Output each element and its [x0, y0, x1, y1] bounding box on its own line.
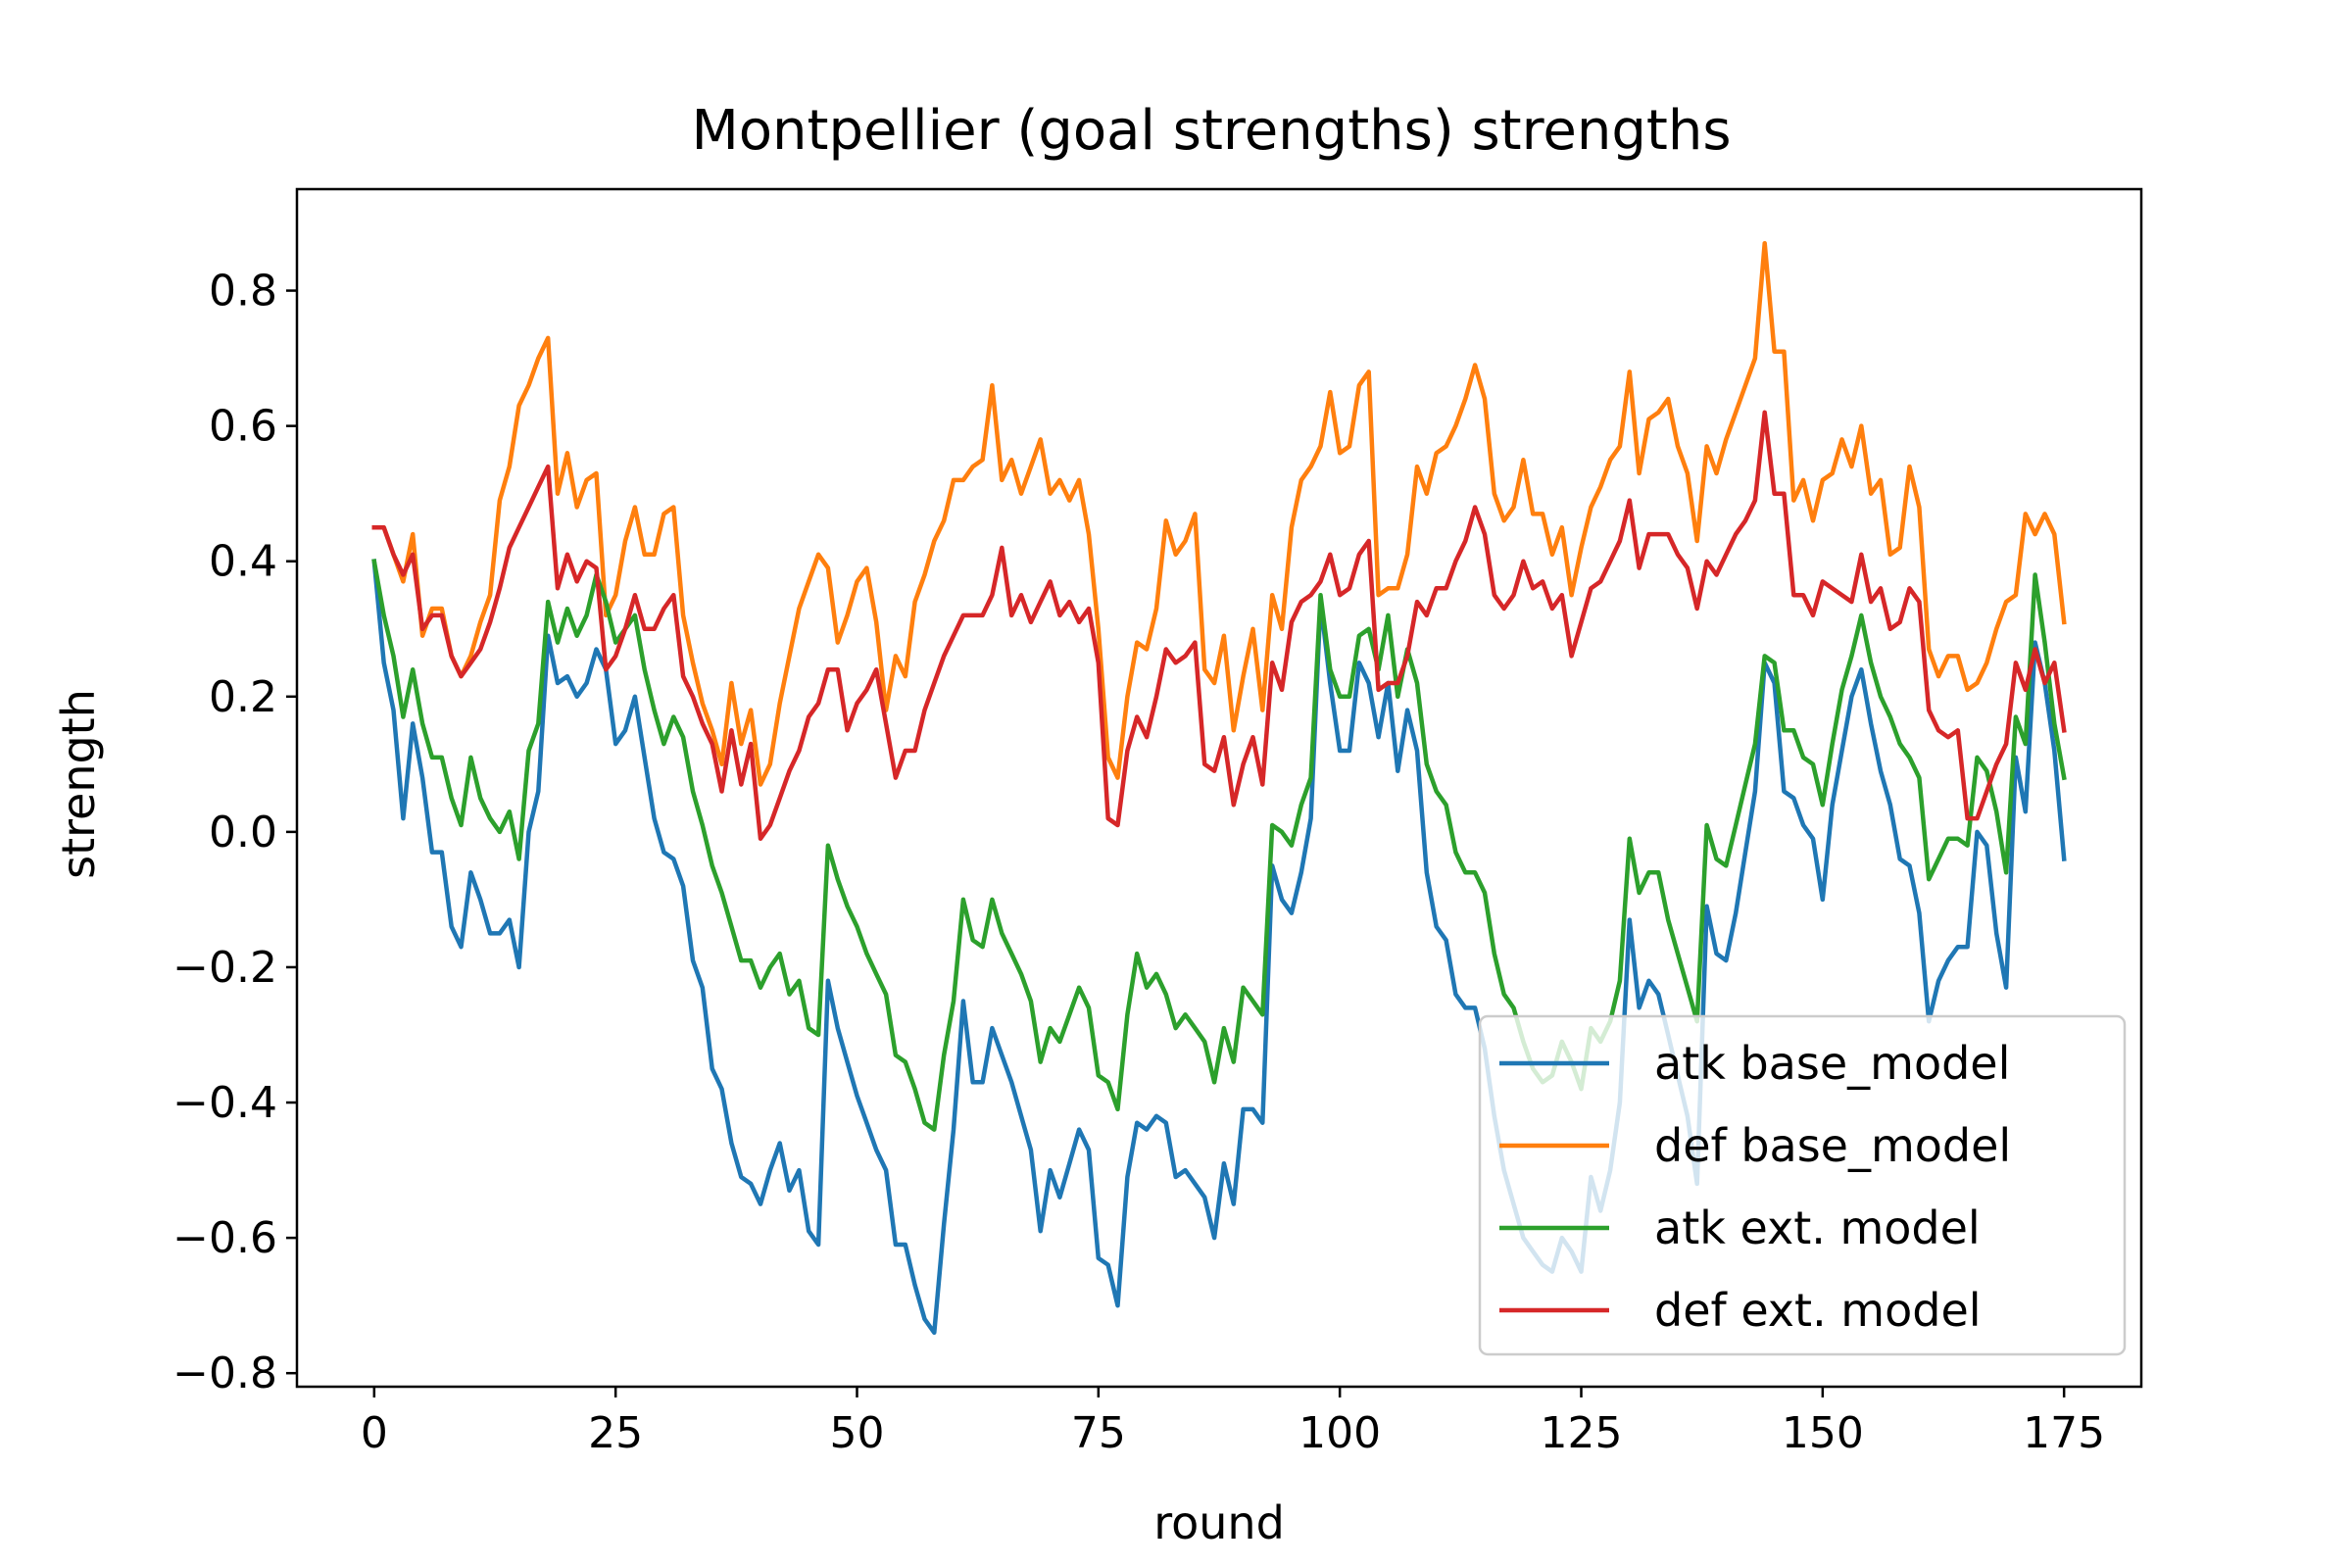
y-tick-label: −0.4 [172, 1078, 277, 1128]
x-tick-label: 25 [588, 1408, 643, 1458]
series-line-1 [371, 559, 2067, 1336]
legend-label: atk base_model [1654, 1037, 2010, 1090]
x-tick-label: 100 [1298, 1408, 1381, 1458]
series-line-3 [371, 559, 2067, 1132]
y-tick-label: 0.0 [209, 808, 277, 858]
plot-frame [295, 187, 2143, 1389]
x-axis-title: round [1153, 1496, 1285, 1549]
y-tick-label: 0.4 [209, 537, 277, 587]
x-tick-label: 75 [1071, 1408, 1126, 1458]
legend-label: atk ext. model [1654, 1201, 1981, 1254]
y-tick-label: −0.8 [172, 1348, 277, 1398]
y-axis-title: strength [52, 689, 105, 879]
x-tick-label: 150 [1782, 1408, 1864, 1458]
x-tick-label: 50 [829, 1408, 884, 1458]
legend-label: def base_model [1654, 1119, 2011, 1172]
x-tick-label: 0 [361, 1408, 388, 1458]
y-tick-label: 0.2 [209, 672, 277, 722]
series-line-2 [371, 240, 2067, 787]
x-tick-label: 175 [2023, 1408, 2105, 1458]
series-line-4 [371, 410, 2067, 842]
chart-title: Montpellier (goal strengths) strengths [691, 99, 1731, 163]
legend-box [1478, 1014, 2127, 1356]
y-tick-label: −0.6 [172, 1213, 277, 1263]
legend-label: def ext. model [1654, 1284, 1982, 1337]
y-tick-label: 0.8 [209, 267, 277, 317]
y-tick-label: 0.6 [209, 402, 277, 452]
y-tick-label: −0.2 [172, 943, 277, 993]
x-axis: 0 25 50 75 100 125 150 175 [361, 1387, 2105, 1458]
y-axis: −0.8 −0.6 −0.4 −0.2 0.0 0.2 0.4 0.6 0.8 [172, 267, 297, 1398]
series-layer [371, 240, 2067, 1336]
x-tick-label: 125 [1541, 1408, 1623, 1458]
